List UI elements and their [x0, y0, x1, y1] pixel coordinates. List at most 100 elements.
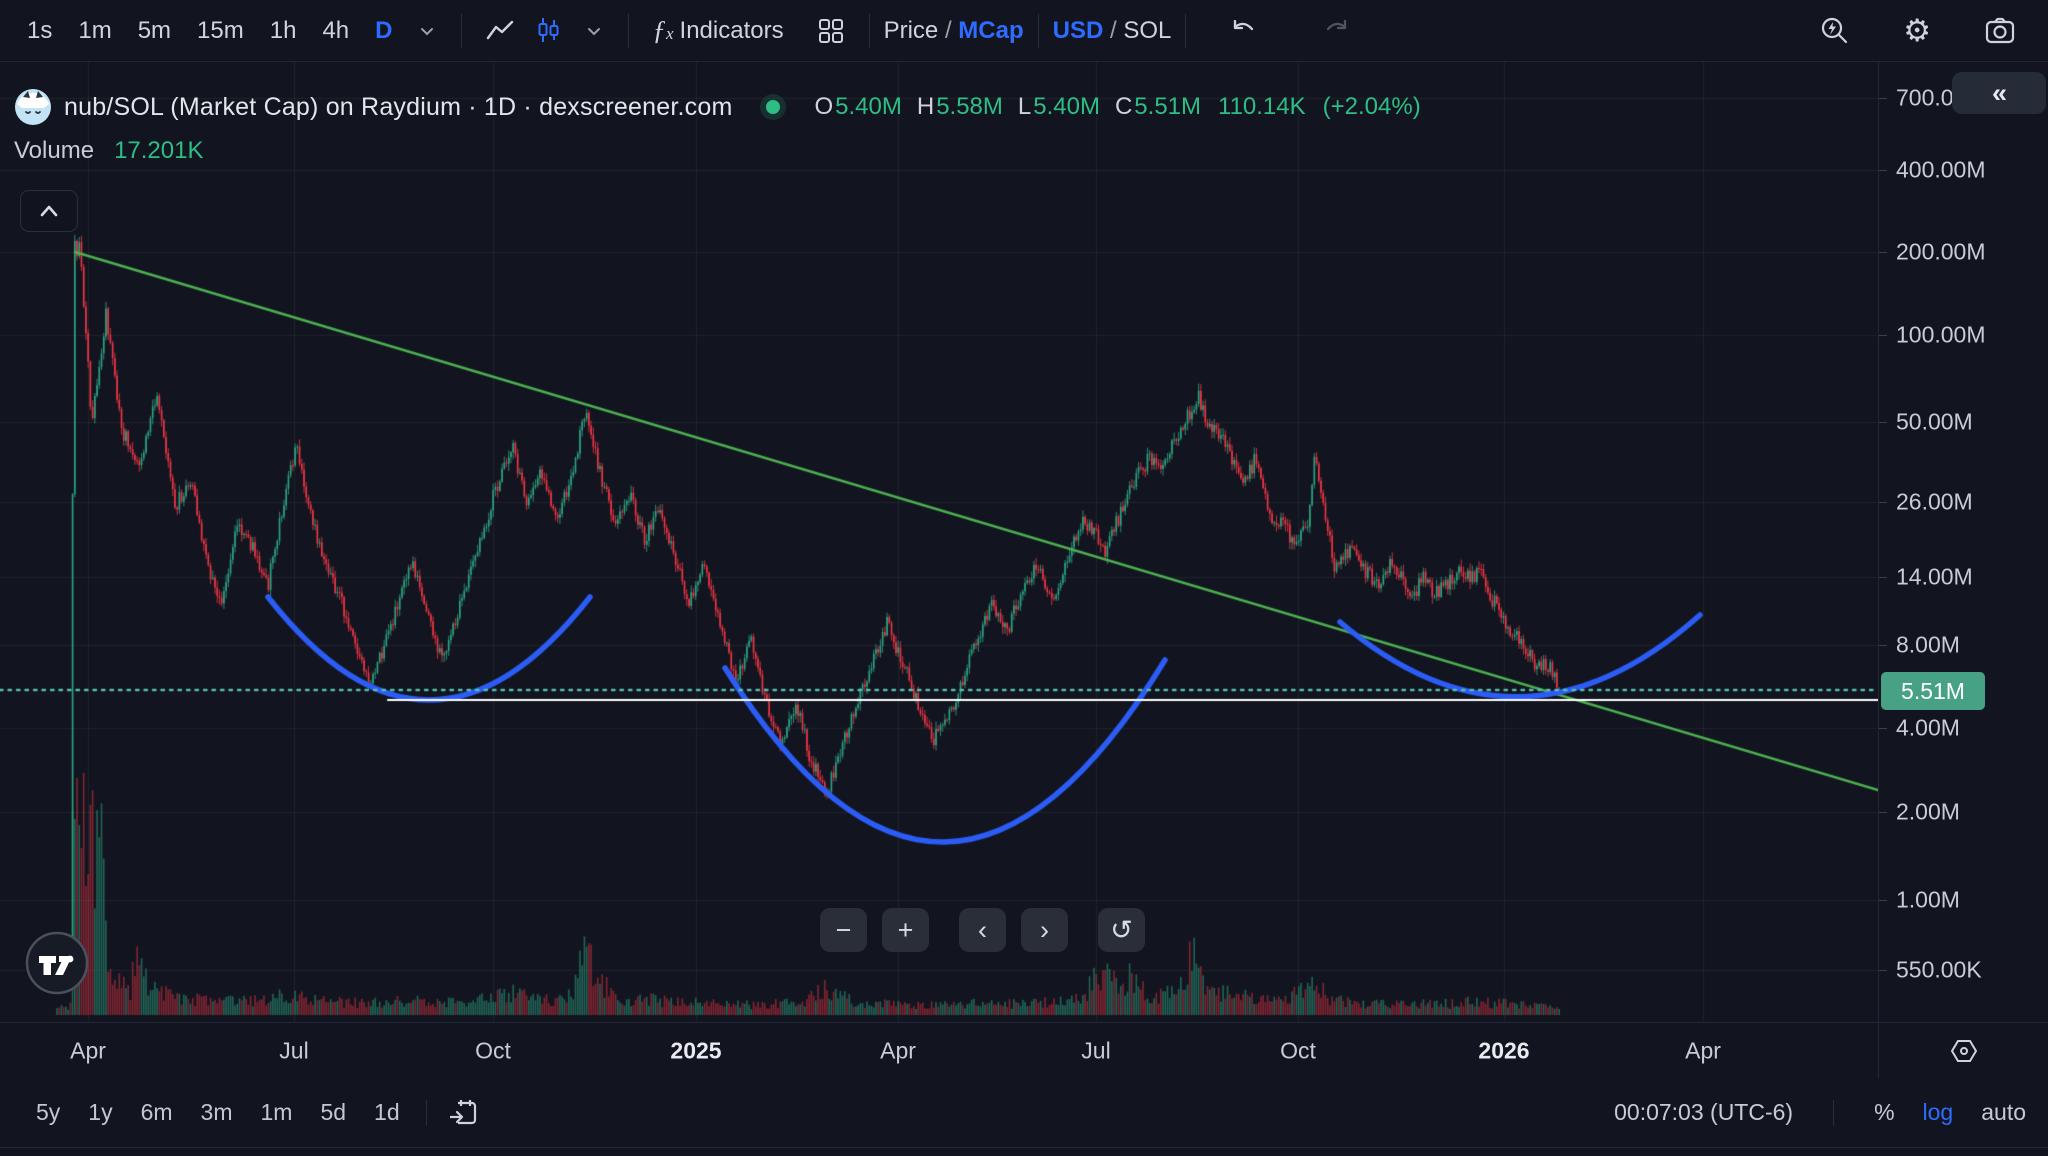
volume-value: 17.201K: [114, 137, 204, 164]
range-1m-button[interactable]: 1m: [260, 1099, 293, 1125]
style-dropdown-chevron-icon[interactable]: [572, 11, 614, 51]
time-axis-label: Apr: [70, 1037, 106, 1064]
tradingview-logo[interactable]: [24, 930, 90, 996]
price-axis-tick: [1879, 170, 1887, 171]
price-axis-tick: [1879, 645, 1887, 646]
usd-sol-toggle[interactable]: USD / SOL: [1052, 16, 1172, 44]
timeframe-dropdown-chevron-icon[interactable]: [405, 11, 447, 51]
toolbar-separator: [868, 13, 870, 48]
price-axis-tick: [1879, 335, 1887, 336]
time-axis-label: 2026: [1478, 1037, 1530, 1064]
chart-canvas[interactable]: [0, 62, 1878, 1022]
price-axis-tick: [1879, 502, 1887, 503]
timeframe-1m[interactable]: 1m: [78, 16, 112, 44]
price-axis-tick: [1879, 252, 1887, 253]
volume-indicator-row: Volume 17.201K: [14, 137, 1421, 165]
timeframe-5m[interactable]: 5m: [137, 16, 172, 44]
timeframe-4h[interactable]: 4h: [322, 16, 350, 44]
price-mcap-toggle[interactable]: Price / MCap: [883, 16, 1024, 44]
top-toolbar: 1s 1m 5m 15m 1h 4h D ƒx: [0, 0, 2048, 62]
price-axis-label: 200.00M: [1896, 238, 1986, 265]
fx-icon: ƒx: [652, 15, 674, 45]
price-axis[interactable]: 5.51M 700.00M 400.00M 200.00M 100.00M 50.00M…: [1878, 62, 2048, 1022]
timeframe-1h[interactable]: 1h: [269, 16, 297, 44]
zoom-in-button[interactable]: +: [882, 908, 929, 952]
range-1y-button[interactable]: 1y: [88, 1099, 113, 1125]
token-avatar: [14, 88, 52, 126]
toolbar-separator: [628, 13, 630, 48]
go-to-date-calendar-icon[interactable]: [439, 1093, 489, 1133]
layout-grid-icon[interactable]: [807, 11, 855, 51]
candlestick-style-icon[interactable]: [524, 11, 572, 51]
collapse-right-panel-button[interactable]: «: [1952, 72, 2046, 114]
auto-scale-button[interactable]: auto: [1981, 1099, 2026, 1125]
trend-line-tool-icon[interactable]: [476, 11, 524, 51]
symbol-title: nub/SOL (Market Cap) on Raydium · 1D · d…: [64, 92, 733, 121]
timeframe-1s[interactable]: 1s: [27, 16, 53, 44]
settings-gear-icon[interactable]: ⚙: [1903, 13, 1931, 48]
range-5y-button[interactable]: 5y: [36, 1099, 61, 1125]
price-axis-tick: [1879, 900, 1887, 901]
price-axis-tick: [1879, 728, 1887, 729]
price-axis-tick: [1879, 422, 1887, 423]
last-price-badge: 5.51M: [1881, 672, 1985, 710]
zoom-out-button[interactable]: −: [820, 908, 867, 952]
chart-nav-buttons: − + ‹ › ↺: [820, 908, 1145, 952]
toolbar-separator: [425, 1099, 427, 1126]
camera-snapshot-icon[interactable]: [1974, 11, 2026, 51]
log-scale-button[interactable]: log: [1922, 1099, 1954, 1125]
candle-change-percent: (+2.04%): [1322, 93, 1421, 120]
time-axis-label: Oct: [1280, 1037, 1316, 1064]
percent-scale-button[interactable]: %: [1874, 1099, 1895, 1125]
redo-icon[interactable]: [1312, 11, 1360, 51]
scroll-left-button[interactable]: ‹: [959, 908, 1006, 952]
chart-legend: nub/SOL (Market Cap) on Raydium · 1D · d…: [14, 86, 1421, 165]
pane-collapse-button[interactable]: [20, 190, 78, 232]
price-axis-label: 50.00M: [1896, 408, 1973, 435]
time-axis-label: 2025: [670, 1037, 722, 1064]
price-axis-label: 100.00M: [1896, 321, 1986, 348]
price-axis-label: 2.00M: [1896, 798, 1960, 825]
price-axis-label: 550.00K: [1896, 956, 1982, 983]
quick-search-icon[interactable]: [1810, 11, 1860, 51]
undo-icon[interactable]: [1220, 11, 1268, 51]
live-status-dot-icon: [760, 94, 787, 120]
price-axis-tick: [1879, 98, 1887, 99]
range-6m-button[interactable]: 6m: [140, 1099, 173, 1125]
toolbar-separator: [1185, 13, 1187, 48]
price-axis-tick: [1879, 812, 1887, 813]
candle-volume-value: 110.14K: [1218, 93, 1306, 120]
price-axis-label: 4.00M: [1896, 714, 1960, 741]
price-axis-tick: [1879, 970, 1887, 971]
range-5d-button[interactable]: 5d: [320, 1099, 347, 1125]
time-axis-label: Oct: [475, 1037, 511, 1064]
axis-settings-hexagon-icon[interactable]: [1948, 1035, 1980, 1067]
time-axis-label: Jul: [279, 1037, 309, 1064]
price-axis-tick: [1879, 577, 1887, 578]
timeframe-15m[interactable]: 15m: [197, 16, 244, 44]
price-axis-label: 1.00M: [1896, 886, 1960, 913]
time-axis-label: Jul: [1081, 1037, 1111, 1064]
price-axis-label: 400.00M: [1896, 156, 1986, 183]
time-axis[interactable]: Apr Jul Oct 2025 Apr Jul Oct 2026 Apr: [0, 1022, 2048, 1079]
toolbar-separator: [461, 13, 463, 48]
scroll-right-button[interactable]: ›: [1021, 908, 1068, 952]
reset-chart-button[interactable]: ↺: [1098, 908, 1145, 952]
toolbar-separator: [1833, 1099, 1835, 1126]
time-axis-label: Apr: [880, 1037, 916, 1064]
toolbar-separator: [1037, 13, 1039, 48]
bottom-toolbar: 5y 1y 6m 3m 1m 5d 1d 00:07:03 (UTC-6) % …: [0, 1078, 2048, 1148]
time-axis-corner: [1878, 1023, 2048, 1079]
time-axis-label: Apr: [1685, 1037, 1721, 1064]
clock-timezone-button[interactable]: 00:07:03 (UTC-6): [1614, 1099, 1794, 1125]
indicators-button[interactable]: ƒx Indicators: [652, 15, 784, 45]
price-axis-label: 14.00M: [1896, 563, 1973, 590]
ohlc-values: O5.40M H5.58M L5.40M C5.51M 110.14K (+2.…: [814, 93, 1421, 120]
volume-label: Volume: [14, 137, 95, 164]
timeframe-daily-active[interactable]: D: [375, 16, 393, 44]
price-axis-label: 26.00M: [1896, 488, 1973, 515]
range-1d-button[interactable]: 1d: [374, 1099, 400, 1125]
range-3m-button[interactable]: 3m: [200, 1099, 233, 1125]
price-axis-label: 8.00M: [1896, 631, 1960, 658]
